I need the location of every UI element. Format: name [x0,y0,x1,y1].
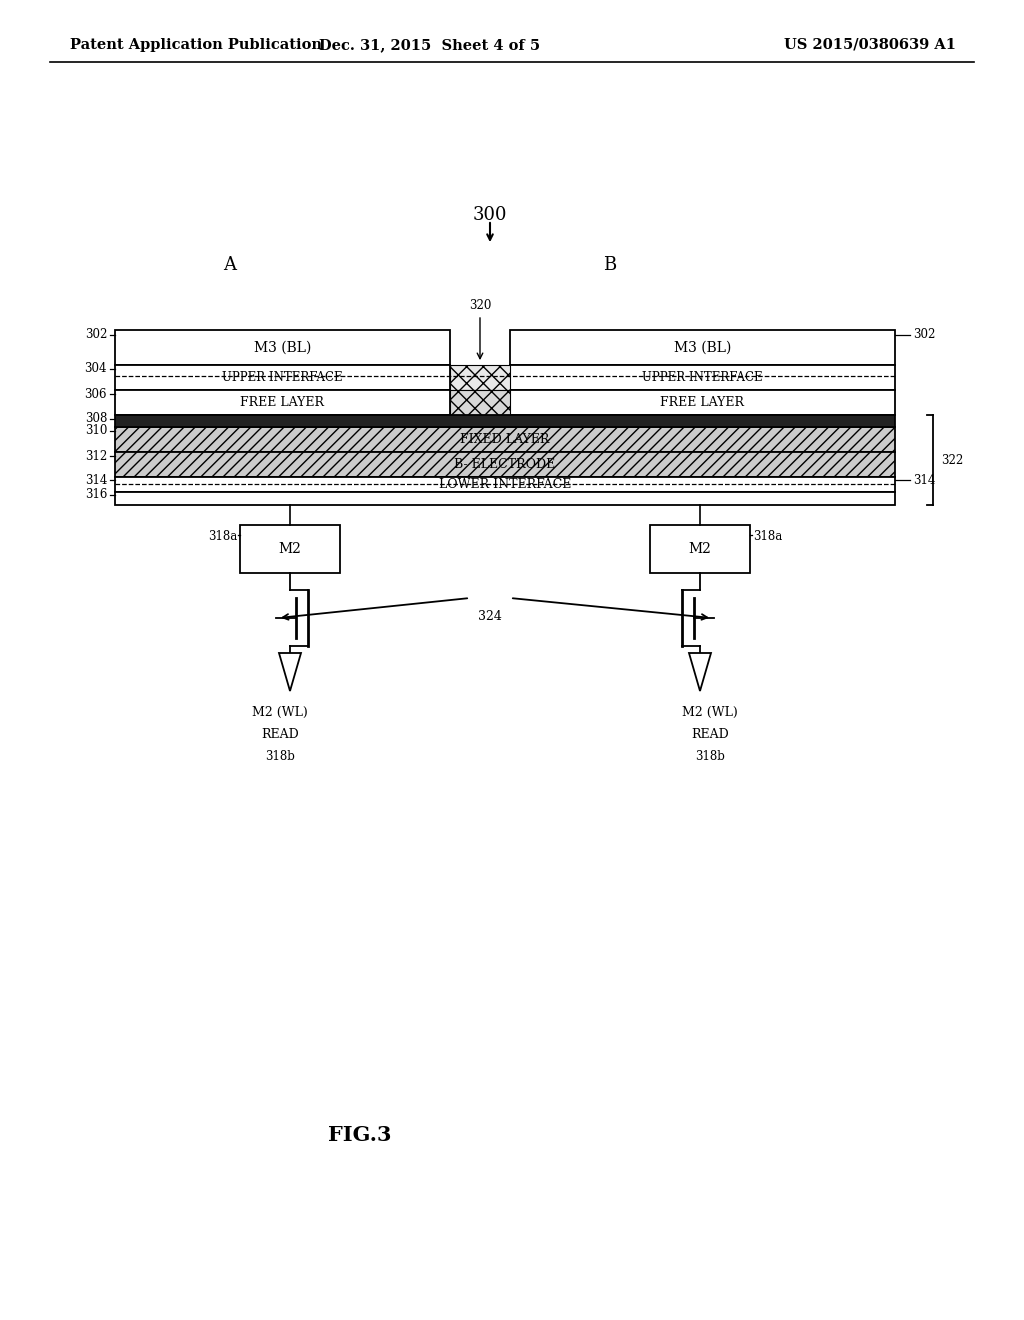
Text: 310: 310 [85,425,106,437]
Bar [240,525,340,573]
Bar [650,525,750,573]
Text: 300: 300 [473,206,507,224]
Text: FIG.3: FIG.3 [329,1125,392,1144]
Text: FREE LAYER: FREE LAYER [660,396,744,409]
Text: LOWER INTERFACE: LOWER INTERFACE [439,478,571,491]
Text: M2 (WL): M2 (WL) [682,706,738,719]
Text: 320: 320 [469,300,492,312]
Text: A: A [223,256,237,275]
Text: M3 (BL): M3 (BL) [674,341,731,355]
Text: 308: 308 [85,412,106,425]
Text: 316: 316 [85,488,106,502]
Bar [115,477,895,492]
Text: 302: 302 [913,329,935,342]
Text: 302: 302 [85,329,106,342]
Text: 312: 312 [85,450,106,462]
Bar [115,451,895,477]
Text: M2: M2 [688,543,712,556]
Text: 306: 306 [85,388,106,400]
Bar [450,366,510,389]
Text: READ: READ [261,729,299,741]
Bar [115,389,450,414]
Bar [115,492,895,506]
Text: 318a: 318a [208,531,237,543]
Text: M2 (WL): M2 (WL) [252,706,308,719]
Text: 304: 304 [85,363,106,375]
Bar [510,389,895,414]
Text: Dec. 31, 2015  Sheet 4 of 5: Dec. 31, 2015 Sheet 4 of 5 [319,38,541,51]
Bar [510,330,895,366]
Text: Patent Application Publication: Patent Application Publication [70,38,322,51]
Text: 318b: 318b [265,750,295,763]
Text: US 2015/0380639 A1: US 2015/0380639 A1 [784,38,956,51]
Text: 318b: 318b [695,750,725,763]
Bar [450,389,510,414]
Text: 314: 314 [913,474,935,487]
Text: UPPER INTERFACE: UPPER INTERFACE [642,371,763,384]
Bar [115,426,895,451]
Text: B: B [603,256,616,275]
Bar [115,414,895,426]
Text: FREE LAYER: FREE LAYER [241,396,325,409]
Text: 314: 314 [85,474,106,487]
Bar [510,366,895,389]
Text: M3 (BL): M3 (BL) [254,341,311,355]
Text: 322: 322 [941,454,964,466]
Text: READ: READ [691,729,729,741]
Text: UPPER INTERFACE: UPPER INTERFACE [222,371,343,384]
Bar [115,366,450,389]
Text: 324: 324 [478,610,502,623]
Polygon shape [279,653,301,690]
Text: FIXED LAYER: FIXED LAYER [461,433,550,446]
Bar [115,330,450,366]
Text: M2: M2 [279,543,301,556]
Polygon shape [689,653,711,690]
Text: 318a: 318a [753,531,782,543]
Text: B- ELECTRODE: B- ELECTRODE [455,458,556,471]
